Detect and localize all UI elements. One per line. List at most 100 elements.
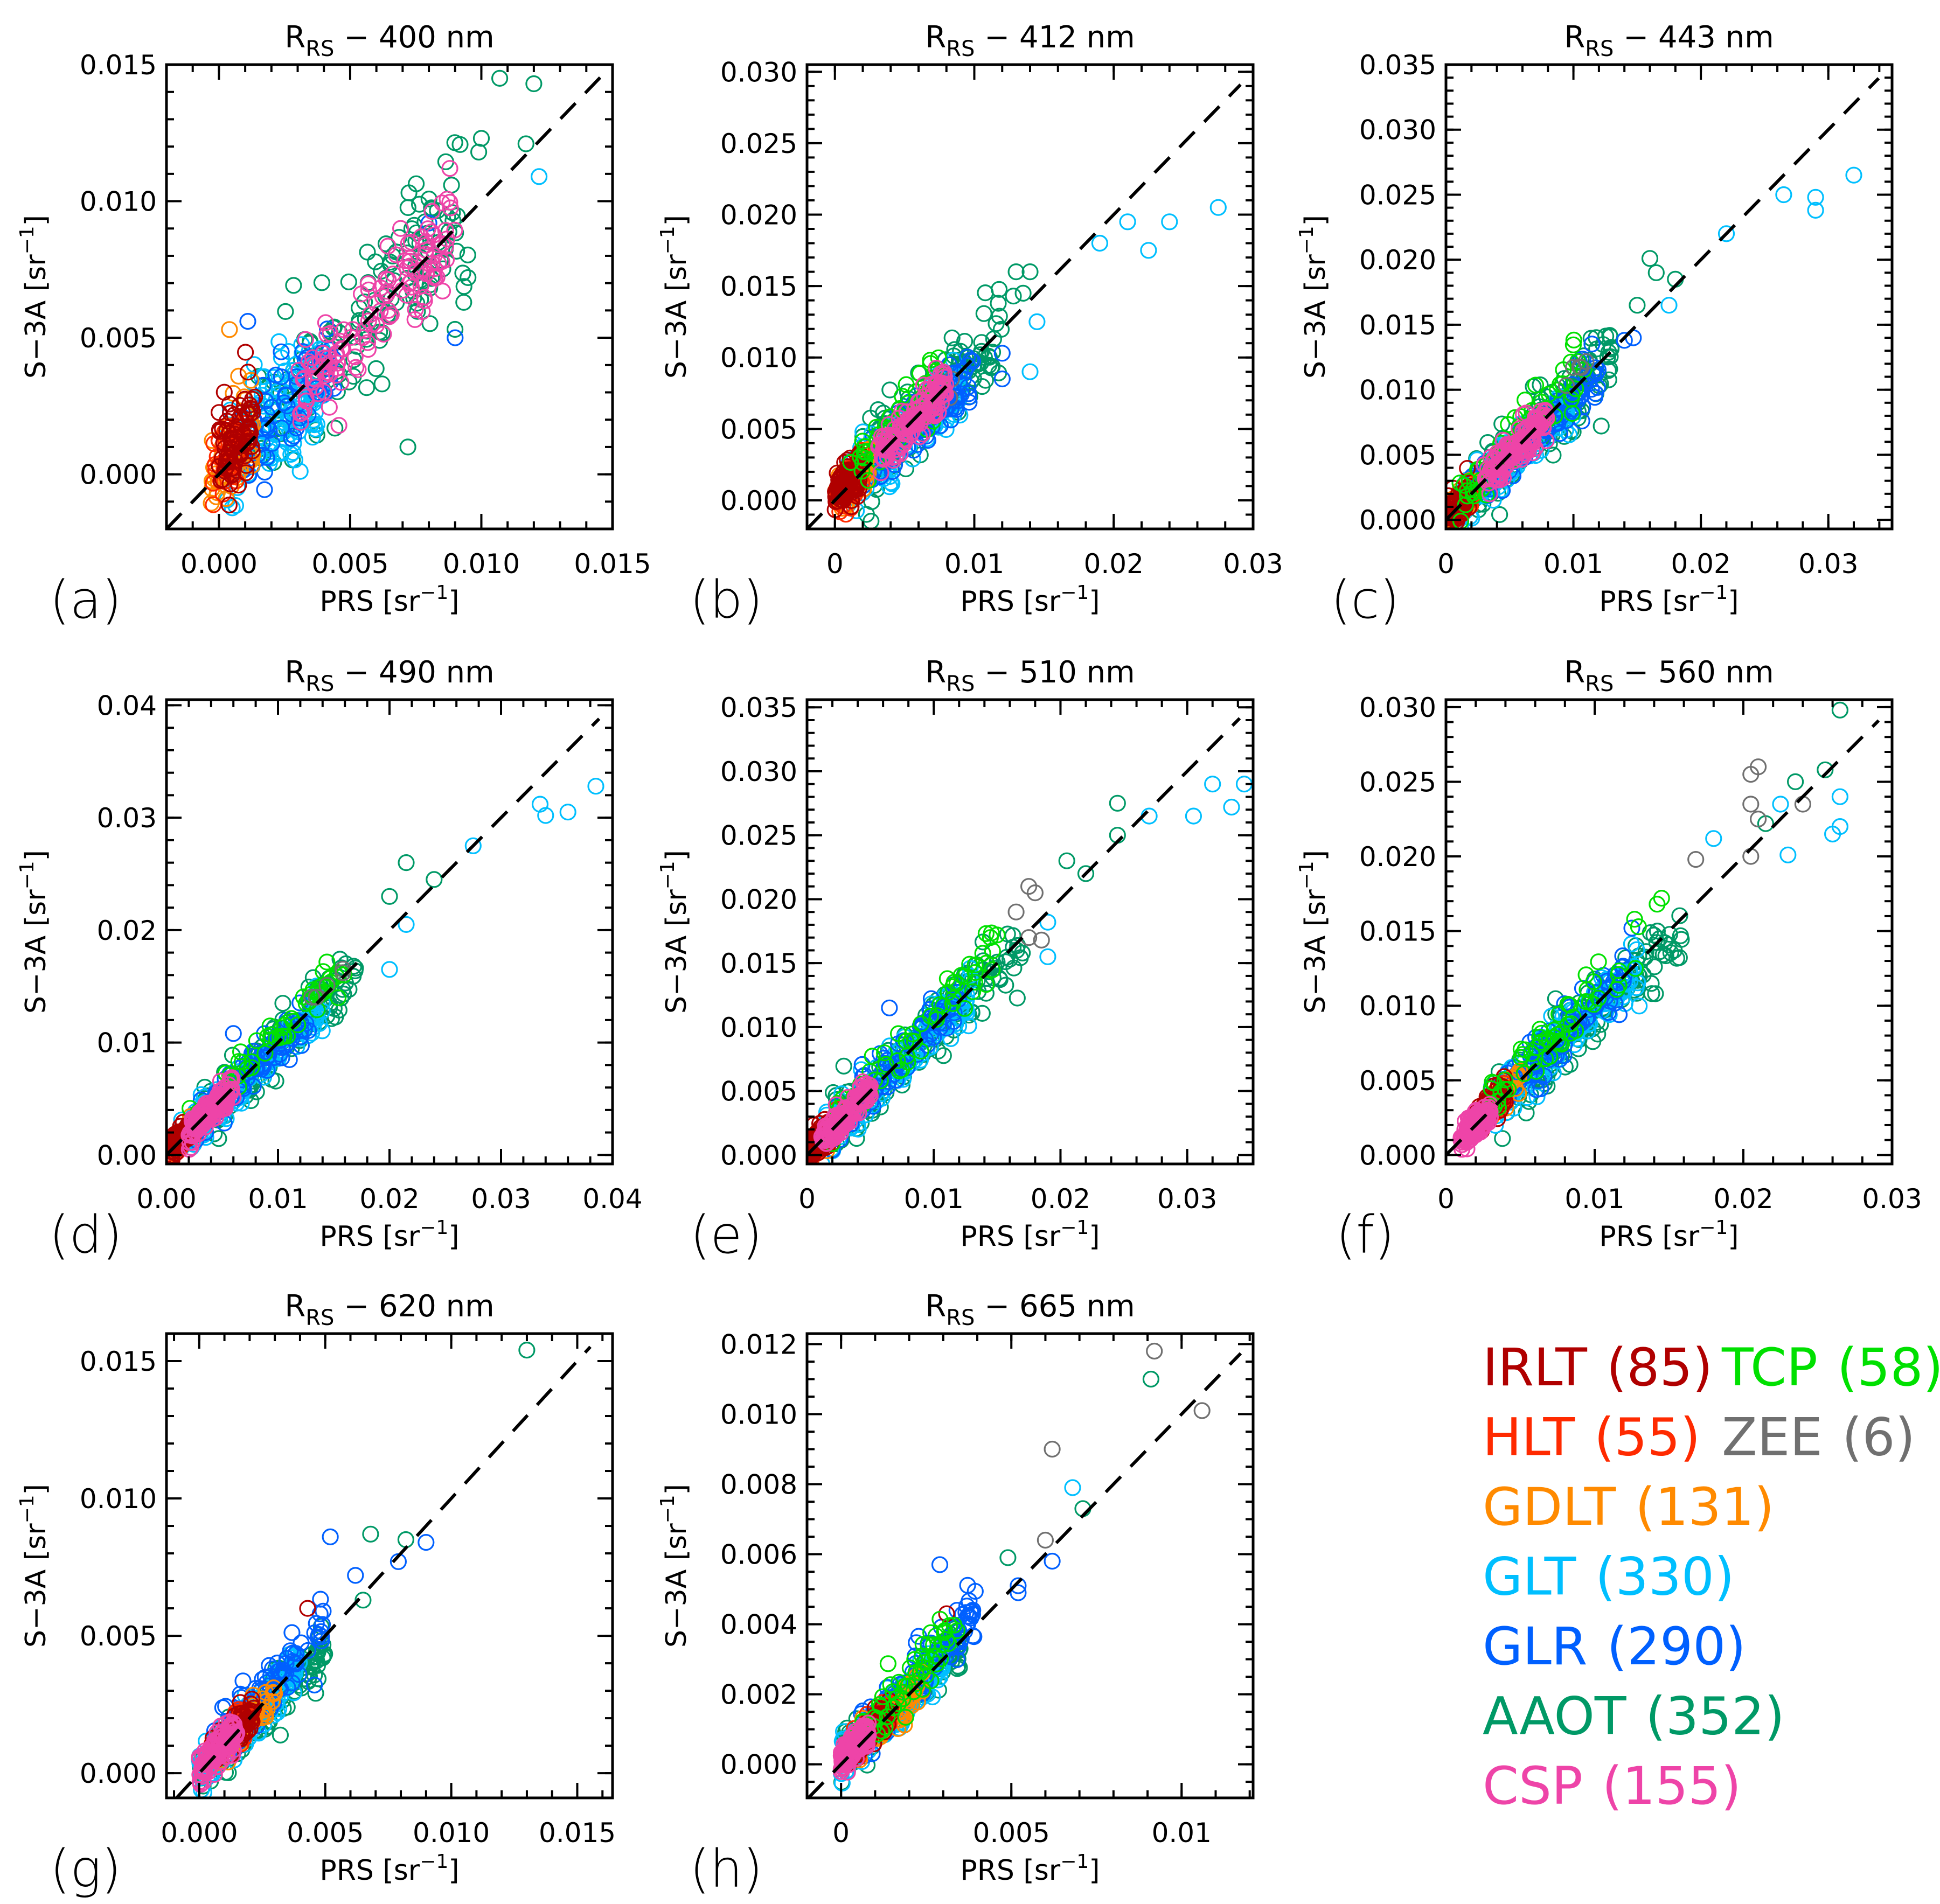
data-point-glr [283, 430, 300, 447]
data-point-glt [942, 1030, 959, 1048]
data-point-csp [298, 393, 315, 410]
data-point-glr [1578, 1009, 1596, 1027]
data-point-irlt [834, 489, 851, 506]
data-point-csp [387, 246, 405, 263]
x-axis-label: PRS [sr−1] [1599, 582, 1739, 618]
data-point-tcp [964, 983, 982, 1000]
data-point-tcp [899, 1047, 916, 1065]
x-tick-label: 0.00 [136, 1183, 196, 1215]
data-point-aaot [1662, 944, 1679, 961]
data-point-aaot [1593, 417, 1610, 435]
data-point-tcp [289, 1016, 307, 1034]
data-point-csp [930, 404, 947, 421]
panel-letter: (c) [1331, 570, 1400, 630]
panel-letter: (a) [50, 570, 122, 630]
data-point-csp [911, 393, 929, 410]
data-point-csp [442, 199, 459, 217]
data-point-tcp [956, 1000, 974, 1017]
data-point-glt [530, 168, 548, 185]
y-tick-label: 0.000 [720, 1140, 797, 1171]
data-point-glt [1161, 213, 1178, 231]
y-tick-label: 0.025 [1359, 179, 1436, 211]
data-point-glr [1585, 366, 1602, 383]
data-point-irlt [220, 424, 238, 442]
x-label-unit-sup: −1 [420, 1217, 448, 1239]
data-point-csp [290, 361, 308, 379]
data-point-aaot [1787, 773, 1804, 791]
data-point-tcp [1506, 409, 1524, 427]
data-point-csp [873, 428, 890, 445]
x-tick-label: 0 [798, 1183, 816, 1215]
data-point-glr [1616, 332, 1633, 349]
data-point-csp [402, 233, 420, 251]
data-point-glr [1583, 336, 1601, 353]
data-point-irlt [831, 491, 849, 508]
data-point-csp [295, 402, 313, 420]
data-point-glt [960, 1017, 977, 1035]
data-point-glr [420, 214, 437, 232]
data-point-csp [335, 321, 352, 338]
scatter-panel: 0 0.01 0.02 0.03 0.000 0.005 0.010 0.015 0.020 0.… [1296, 20, 1894, 630]
y-label-text: S−3A [sr [20, 889, 52, 1014]
y-label-text: S−3A [sr [1299, 254, 1332, 379]
title-subscript: RS [1585, 37, 1614, 61]
data-point-csp [916, 401, 934, 419]
data-point-aaot [274, 995, 291, 1012]
title-subscript: RS [305, 37, 334, 61]
data-point-csp [205, 1105, 222, 1122]
y-label-unit-sup: −1 [657, 861, 679, 889]
y-tick-label: 0.010 [1359, 375, 1436, 406]
data-point-tcp [940, 984, 957, 1001]
data-point-glr [919, 1036, 936, 1054]
data-point-tcp [329, 989, 347, 1006]
data-point-aaot [991, 308, 1008, 325]
y-label-text: S−3A [sr [660, 254, 693, 379]
data-point-csp [292, 414, 309, 431]
x-label-text: PRS [sr [960, 585, 1060, 618]
data-point-csp [433, 194, 451, 212]
data-point-tcp [984, 942, 1001, 959]
data-point-csp [425, 226, 442, 243]
data-point-aaot [1009, 937, 1026, 954]
data-point-aaot [956, 332, 974, 350]
data-point-tcp [889, 1052, 906, 1069]
data-point-csp [402, 274, 420, 291]
data-point-glt [587, 778, 604, 795]
x-label-text: PRS [sr [960, 1220, 1060, 1253]
y-tick-label: 0.000 [80, 459, 157, 491]
x-tick-label: 0.01 [904, 1183, 964, 1215]
data-point-tcp [938, 970, 956, 987]
title-rest: − 412 nm [975, 20, 1135, 55]
y-tick-label: 0.015 [80, 50, 157, 81]
data-point-aaot [1599, 348, 1616, 366]
data-point-aaot [472, 130, 490, 147]
data-point-irlt [230, 476, 247, 494]
y-tick-label: 0.000 [1359, 505, 1436, 536]
x-tick-label: 0.02 [359, 1183, 419, 1215]
title-rest: − 443 nm [1614, 20, 1774, 55]
data-point-tcp [966, 973, 984, 991]
data-point-tcp [876, 1044, 893, 1062]
data-point-aaot [358, 379, 376, 396]
data-point-aaot [935, 1047, 952, 1064]
x-tick-label: 0 [826, 548, 844, 580]
y-label-close: ] [1299, 215, 1332, 226]
data-point-zee [303, 988, 321, 1006]
data-point-glt [531, 796, 549, 813]
y-label-close: ] [660, 850, 693, 861]
y-label-unit-sup: −1 [16, 861, 38, 889]
data-point-csp [350, 361, 367, 378]
data-point-csp [403, 278, 420, 296]
data-points [826, 199, 1227, 529]
data-point-zee [1557, 376, 1575, 394]
x-axis-label: PRS [sr−1] [319, 582, 459, 618]
one-to-one-line [807, 83, 1242, 529]
data-point-aaot [491, 69, 509, 87]
scatter-panel: 0 0.01 0.02 0.03 0.000 0.005 0.010 0.015 0.020 0.… [657, 20, 1283, 630]
data-point-irlt [220, 496, 238, 514]
data-point-glt [559, 804, 576, 821]
data-point-aaot [1643, 975, 1660, 992]
data-point-irlt [239, 364, 256, 381]
data-point-glr [239, 312, 256, 330]
data-point-glr [993, 345, 1011, 362]
